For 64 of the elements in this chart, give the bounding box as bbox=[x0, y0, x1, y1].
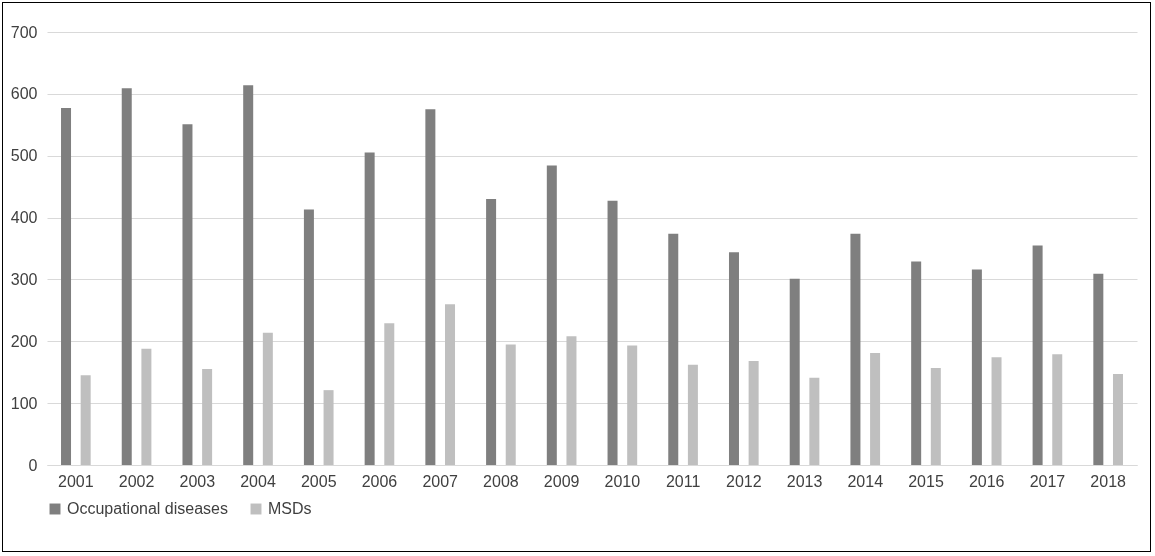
bar bbox=[303, 209, 314, 465]
bar bbox=[728, 252, 739, 465]
bar bbox=[991, 357, 1002, 465]
y-tick-label: 0 bbox=[28, 456, 38, 474]
y-tick-label: 700 bbox=[10, 23, 38, 41]
bar bbox=[687, 364, 698, 465]
bar bbox=[486, 199, 497, 465]
x-tick-label: 2012 bbox=[726, 472, 762, 490]
bar bbox=[384, 323, 395, 465]
bar bbox=[850, 233, 861, 465]
x-tick-label: 2013 bbox=[786, 472, 823, 490]
x-tick-label: 2016 bbox=[968, 472, 1005, 490]
bar bbox=[202, 369, 213, 465]
bar bbox=[789, 278, 800, 465]
x-tick-label: 2010 bbox=[604, 472, 641, 490]
legend-label: Occupational diseases bbox=[67, 500, 228, 517]
x-tick-label: 2004 bbox=[240, 472, 276, 490]
x-tick-label: 2009 bbox=[543, 472, 580, 490]
x-tick-label: 2001 bbox=[58, 472, 94, 490]
x-tick-label: 2003 bbox=[179, 472, 216, 490]
bar bbox=[870, 353, 881, 465]
x-tick-label: 2014 bbox=[847, 472, 884, 490]
y-tick-label: 500 bbox=[10, 147, 38, 165]
bar bbox=[546, 165, 557, 465]
bar bbox=[262, 332, 273, 465]
x-tick-label: 2017 bbox=[1029, 472, 1066, 490]
bar bbox=[809, 377, 820, 465]
x-tick-label: 2015 bbox=[908, 472, 944, 490]
y-tick-label: 300 bbox=[10, 270, 38, 288]
bar bbox=[748, 361, 759, 465]
bar bbox=[323, 390, 334, 465]
bar bbox=[607, 200, 618, 465]
bar bbox=[121, 88, 132, 465]
x-tick-label: 2011 bbox=[665, 472, 701, 490]
x-tick-label: 2008 bbox=[483, 472, 519, 490]
bar bbox=[445, 304, 456, 465]
y-tick-label: 400 bbox=[10, 209, 38, 227]
bar bbox=[1112, 374, 1123, 465]
bar bbox=[182, 124, 193, 465]
bar bbox=[425, 109, 436, 465]
y-tick-label: 100 bbox=[10, 394, 38, 412]
bar bbox=[911, 261, 922, 465]
bar bbox=[566, 336, 577, 465]
x-tick-label: 2007 bbox=[422, 472, 459, 490]
bar bbox=[1093, 273, 1104, 465]
x-tick-label: 2002 bbox=[118, 472, 155, 490]
bar bbox=[61, 108, 72, 465]
x-tick-label: 2005 bbox=[300, 472, 337, 490]
x-tick-label: 2006 bbox=[361, 472, 398, 490]
bar bbox=[141, 348, 152, 465]
bar bbox=[971, 269, 982, 465]
y-tick-label: 200 bbox=[10, 332, 38, 350]
bar bbox=[1032, 245, 1043, 465]
y-tick-label: 600 bbox=[10, 85, 38, 103]
bar bbox=[627, 345, 638, 465]
bar bbox=[505, 344, 516, 465]
bar bbox=[930, 367, 941, 465]
legend-label: MSDs bbox=[268, 500, 312, 517]
bar bbox=[1052, 354, 1063, 465]
bar bbox=[668, 233, 679, 465]
bar bbox=[364, 152, 375, 465]
bar bbox=[243, 85, 254, 465]
bar bbox=[80, 375, 91, 465]
x-tick-label: 2018 bbox=[1090, 472, 1127, 490]
